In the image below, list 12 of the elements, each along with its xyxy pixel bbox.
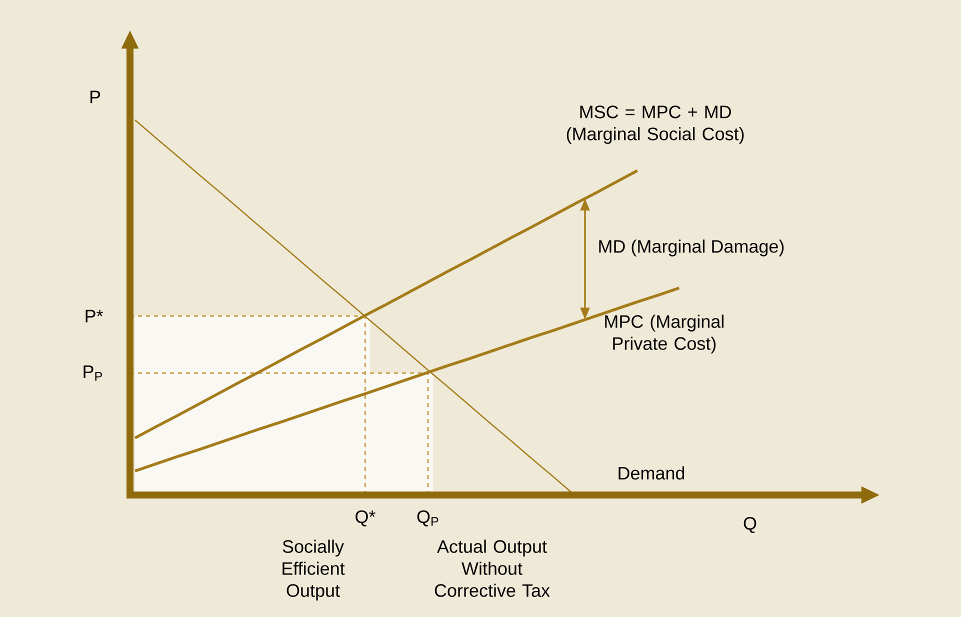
ref-line-label: P*: [86, 310, 104, 322]
y-axis-title: P: [90, 90, 100, 104]
x-tick-label: Q*: [356, 510, 376, 526]
text: Actual Output Without Corrective Tax: [434, 540, 550, 597]
x-axis-title: Q: [744, 517, 756, 533]
text: MSC = MPC + MD (Marginal Social Cost): [566, 106, 744, 144]
annotation: MD (Marginal Damage): [599, 240, 784, 256]
text: Demand: [618, 466, 684, 480]
x-tick-label: Q$_{P}$: [417, 510, 438, 526]
series-label: MPC (Marginal Private Cost): [605, 314, 724, 354]
text: Socially Efficient Output: [282, 540, 345, 600]
ref-line-label: P$_{P}$: [84, 365, 102, 381]
